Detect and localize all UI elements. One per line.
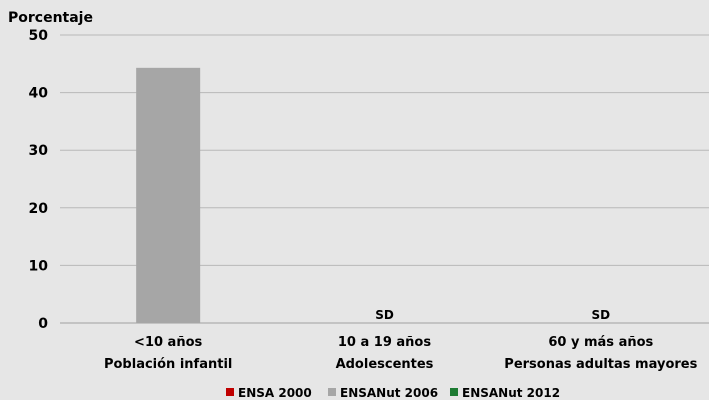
annotations: SD SD: [375, 308, 610, 322]
legend-label: ENSA 2000: [238, 386, 312, 400]
x-tick-label-line1: 60 y más años: [548, 335, 653, 350]
x-tick-label-line2: Personas adultas mayores: [504, 357, 697, 372]
legend-swatch: [226, 388, 234, 396]
x-tick-label-line1: 10 a 19 años: [338, 335, 431, 350]
sd-annotation: SD: [592, 308, 611, 322]
y-tick-label: 0: [38, 316, 48, 332]
legend: ENSA 2000 ENSANut 2006 ENSANut 2012: [226, 386, 560, 400]
y-tick-label: 40: [29, 86, 49, 102]
y-tick-label: 30: [29, 143, 49, 159]
bars: [136, 67, 201, 323]
y-tick-label: 50: [29, 28, 49, 44]
x-axis-labels: <10 años Población infantil 10 a 19 años Ad…: [104, 335, 698, 372]
legend-swatch: [450, 388, 458, 396]
legend-label: ENSANut 2012: [462, 386, 560, 400]
x-tick-label-line2: Población infantil: [104, 357, 232, 372]
x-tick-label-line1: <10 años: [134, 335, 202, 350]
x-tick-label-line2: Adolescentes: [336, 357, 434, 372]
bar: [136, 67, 201, 323]
y-axis-ticks: 0 10 20 30 40 50: [29, 28, 49, 332]
legend-swatch: [328, 388, 336, 396]
y-tick-label: 10: [29, 258, 49, 274]
sd-annotation: SD: [375, 308, 394, 322]
y-axis-label: Porcentaje: [8, 10, 93, 26]
y-tick-label: 20: [29, 201, 49, 217]
legend-label: ENSANut 2006: [340, 386, 438, 400]
